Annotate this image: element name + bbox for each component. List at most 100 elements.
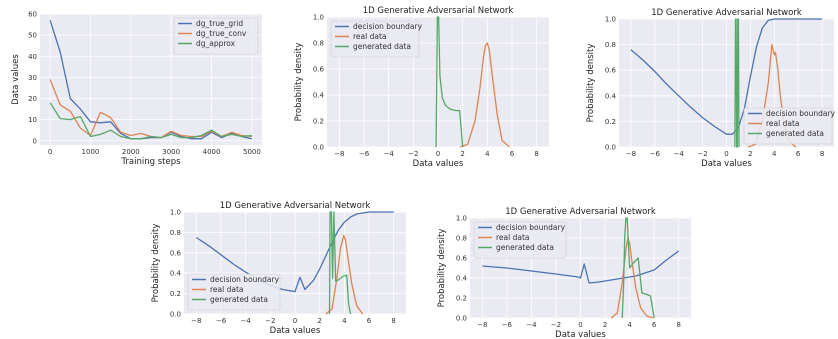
y-tick-label: 0.2 [313, 118, 324, 126]
legend-entry: decision boundary [496, 223, 566, 232]
y-tick-label: 30 [28, 74, 37, 82]
y-tick-label: 20 [28, 95, 37, 103]
x-axis-label: Data values [701, 159, 752, 169]
x-tick-label: −6 [359, 150, 370, 158]
x-tick-label: −6 [650, 150, 661, 158]
x-tick-label: 6 [652, 321, 657, 329]
y-tick-label: 0.8 [605, 41, 616, 49]
y-tick-label: 0.6 [313, 66, 325, 74]
x-tick-label: 2000 [122, 148, 140, 156]
y-axis-label: Probability density [437, 229, 447, 308]
x-axis-label: Data values [555, 330, 606, 339]
series-line-decision-boundary [195, 211, 394, 293]
legend-entry: decision boundary [766, 109, 836, 118]
x-tick-label: 8 [676, 321, 680, 329]
x-tick-label: 4 [485, 150, 490, 158]
y-tick-label: 60 [28, 11, 37, 19]
y-tick-label: 0.4 [313, 92, 325, 100]
legend-entry: dg_true_grid [196, 19, 243, 28]
y-axis-label: Probability density [586, 44, 596, 123]
x-tick-label: 0 [578, 321, 582, 329]
x-tick-label: 4 [627, 321, 632, 329]
series-line-generated-data [734, 18, 740, 148]
chart-5: −8 −6 −4 −2 0 2 4 6 8 0.0 0.2 0.4 0.6 0.8 1.0 1D Genera… [437, 207, 691, 339]
series-line-generated-data [328, 211, 352, 315]
y-tick-label: 0.2 [605, 118, 616, 126]
x-tick-label: 8 [391, 317, 395, 325]
x-tick-label: −2 [408, 150, 418, 158]
x-axis-label: Data values [413, 159, 464, 169]
y-tick-label: 0.0 [456, 315, 467, 323]
y-tick-label: 0.4 [456, 275, 468, 283]
legend-entry: decision boundary [353, 22, 423, 31]
legend-entry: generated data [210, 295, 268, 304]
legend-box [743, 107, 833, 145]
y-tick-label: 0.4 [605, 92, 617, 100]
x-tick-label: 4 [772, 150, 777, 158]
legend-entry: real data [353, 32, 387, 41]
y-tick-label: 1.0 [605, 16, 616, 24]
y-tick-label: 0.0 [605, 144, 616, 152]
x-tick-label: −4 [241, 317, 252, 325]
x-tick-label: 1000 [82, 148, 100, 156]
x-tick-label: −8 [626, 150, 636, 158]
legend-entry: generated data [353, 42, 411, 51]
y-tick-label: 1.0 [313, 14, 324, 22]
y-tick-label: 0.6 [456, 255, 468, 263]
x-tick-label: 0 [724, 150, 728, 158]
x-tick-label: 6 [796, 150, 801, 158]
y-tick-label: 0 [33, 137, 37, 145]
chart-title: 1D Generative Adversarial Network [220, 201, 371, 211]
legend-box [187, 273, 281, 311]
series-line-real-data [610, 237, 654, 319]
y-axis-label: Probability density [294, 43, 304, 122]
x-tick-label: −8 [191, 317, 201, 325]
chart-title: 1D Generative Adversarial Network [505, 207, 656, 217]
y-tick-label: 0.4 [170, 270, 182, 278]
y-axis-label: Data values [11, 54, 21, 105]
y-tick-label: 0.6 [605, 67, 617, 75]
x-tick-label: −8 [334, 150, 344, 158]
x-tick-label: −2 [265, 317, 275, 325]
y-tick-label: 0.2 [170, 290, 181, 298]
x-tick-label: −4 [526, 321, 537, 329]
y-tick-label: 0.8 [313, 40, 324, 48]
series-line-decision-boundary [630, 18, 823, 135]
y-tick-label: 40 [28, 53, 37, 61]
y-tick-label: 0.2 [456, 295, 467, 303]
legend-entry: dg_approx [196, 39, 236, 48]
legend-entry: dg_true_conv [196, 29, 247, 38]
x-tick-label: −2 [551, 321, 561, 329]
series-line-decision-boundary [482, 250, 680, 284]
x-tick-label: 8 [534, 150, 538, 158]
y-tick-label: 0.8 [170, 229, 181, 237]
legend-box [173, 17, 259, 55]
x-tick-label: 5000 [243, 148, 261, 156]
x-tick-label: 0 [48, 148, 52, 156]
chart-3: −8 −6 −4 −2 0 2 4 6 8 0.0 0.2 0.4 0.6 0.8 1.0 1D Genera… [586, 8, 836, 169]
x-axis-label: Data values [270, 326, 321, 336]
x-tick-label: −8 [477, 321, 487, 329]
x-tick-label: 2 [460, 150, 464, 158]
x-tick-label: −4 [674, 150, 685, 158]
x-tick-label: 8 [820, 150, 824, 158]
x-axis-label: Training steps [120, 157, 181, 167]
series-line-dg-approx [49, 102, 252, 140]
chart-2: −8 −6 −4 −2 0 2 4 6 8 0.0 0.2 0.4 0.6 0.8 1.0 1D Genera… [294, 6, 549, 169]
x-tick-label: 4000 [203, 148, 221, 156]
y-tick-label: 0.0 [170, 311, 181, 319]
y-tick-label: 0.8 [456, 235, 467, 243]
y-tick-label: 1.0 [170, 209, 181, 217]
chart-title: 1D Generative Adversarial Network [651, 8, 802, 18]
legend-box [330, 20, 420, 58]
y-tick-label: 0.6 [170, 249, 182, 257]
x-tick-label: −6 [502, 321, 513, 329]
series-line-dg-true-grid [49, 20, 253, 140]
chart-1: 0 1000 2000 3000 4000 5000 0 10 20 30 40 50 60 Traini… [11, 11, 262, 167]
legend-entry: decision boundary [210, 275, 280, 284]
x-tick-label: 2 [317, 317, 321, 325]
